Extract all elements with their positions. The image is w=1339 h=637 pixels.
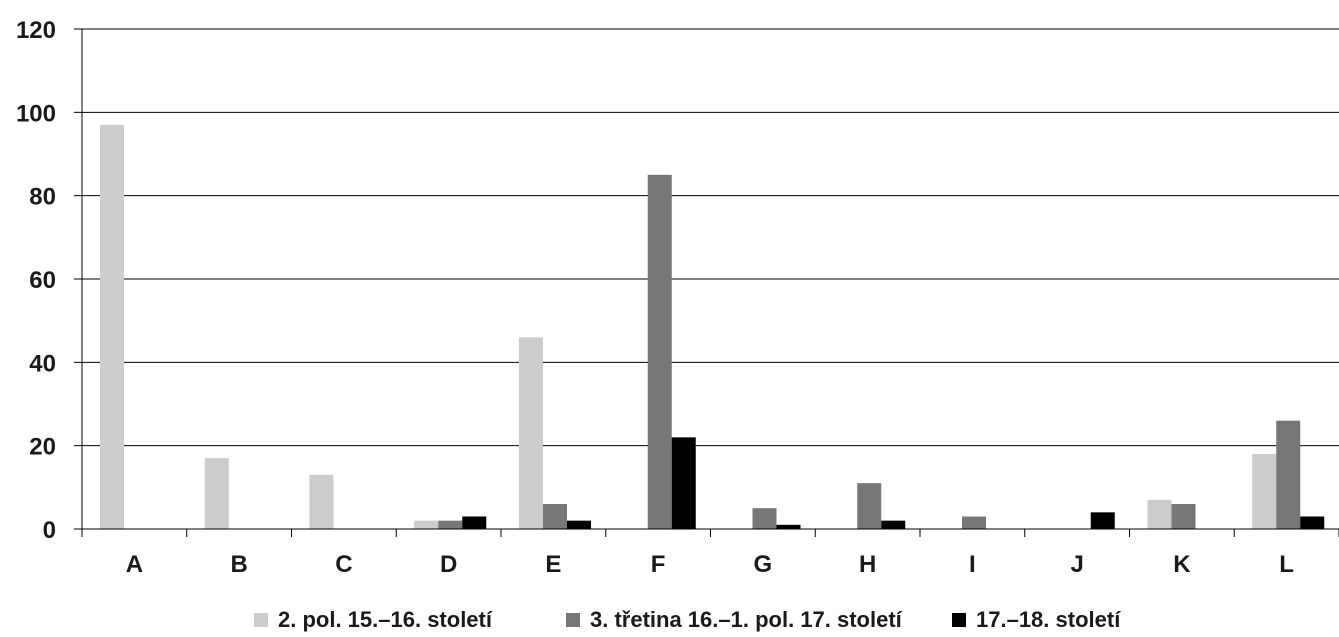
bars	[100, 124, 1325, 530]
bar-I-series-2	[962, 516, 986, 529]
x-tick-label: I	[969, 551, 976, 578]
legend-label: 2. pol. 15.–16. století	[278, 607, 493, 632]
legend-swatch	[566, 613, 580, 627]
legend-swatch	[952, 613, 966, 627]
x-tick-label: F	[651, 551, 666, 578]
legend-item: 17.–18. století	[952, 607, 1121, 632]
bar-K-series-1	[1147, 499, 1172, 529]
x-tick-label: D	[440, 551, 457, 578]
y-tick-label: 120	[16, 17, 56, 44]
bar-J-series-3	[1090, 512, 1115, 529]
bar-A-series-1	[100, 124, 124, 529]
x-tick-label: K	[1173, 551, 1191, 578]
x-tick-label: B	[230, 551, 247, 578]
y-tick-label: 20	[29, 434, 56, 461]
y-tick-label: 100	[16, 100, 56, 127]
gridlines	[82, 28, 1339, 447]
legend-item: 2. pol. 15.–16. století	[254, 607, 493, 632]
x-tick-label: J	[1070, 551, 1083, 578]
bar-C-series-1	[309, 474, 334, 529]
x-tick-label: G	[754, 551, 773, 578]
bar-L-series-1	[1252, 454, 1277, 529]
bar-B-series-1	[204, 458, 229, 529]
legend-label: 3. třetina 16.–1. pol. 17. století	[590, 607, 903, 632]
legend-swatch	[254, 613, 268, 627]
bar-E-series-3	[567, 520, 591, 529]
y-tick-labels: 0 20 40 60 80 100 120	[16, 17, 56, 544]
x-tick-label: L	[1279, 551, 1294, 578]
bar-L-series-2	[1276, 420, 1301, 529]
bar-E-series-1	[519, 337, 543, 529]
legend-label: 17.–18. století	[976, 607, 1121, 632]
bar-D-series-2	[438, 520, 463, 529]
x-tick-label: H	[859, 551, 876, 578]
bar-G-series-3	[776, 524, 801, 529]
x-tick-labels: A B C D E F G H I J K L	[126, 551, 1294, 578]
x-tick-label: E	[545, 551, 561, 578]
bar-H-series-3	[881, 520, 906, 529]
y-tick-label: 80	[29, 184, 56, 211]
bar-K-series-2	[1171, 504, 1196, 529]
bar-H-series-2	[857, 483, 882, 529]
bar-D-series-3	[462, 516, 487, 529]
bar-F-series-2	[647, 174, 672, 530]
y-tick-label: 60	[29, 267, 56, 294]
legend: 2. pol. 15.–16. století 3. třetina 16.–1.…	[254, 607, 1121, 632]
bar-L-series-3	[1300, 516, 1325, 529]
bar-F-series-3	[671, 437, 696, 529]
y-tick-label: 40	[29, 350, 56, 377]
axes	[74, 28, 1339, 537]
bar-E-series-2	[543, 504, 567, 529]
legend-item: 3. třetina 16.–1. pol. 17. století	[566, 607, 903, 632]
x-tick-label: C	[335, 551, 352, 578]
bar-G-series-2	[752, 508, 777, 529]
y-tick-label: 0	[43, 517, 56, 544]
bar-D-series-1	[414, 520, 439, 529]
x-tick-label: A	[126, 551, 143, 578]
